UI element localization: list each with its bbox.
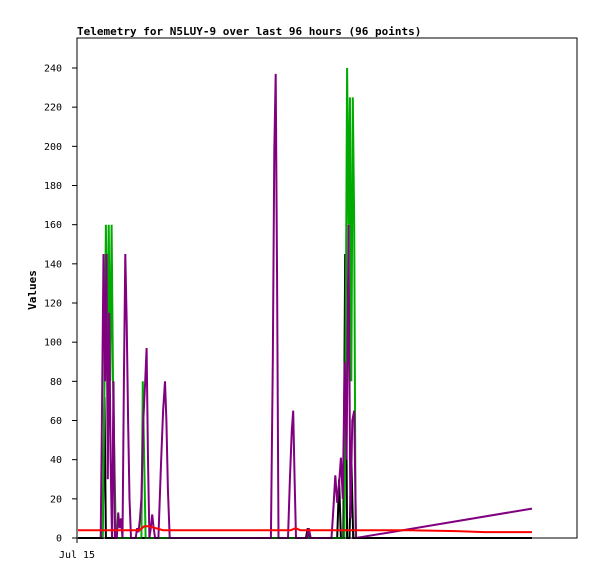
y-tick-label: 160 <box>44 220 62 231</box>
series-line-1 <box>78 253 532 539</box>
series-line-4 <box>78 525 532 534</box>
plot-frame <box>76 37 578 539</box>
y-tick-label: 240 <box>44 64 62 75</box>
y-tick-label: 20 <box>50 494 62 505</box>
y-tick-label: 200 <box>44 142 62 153</box>
y-tick-label: 80 <box>50 377 62 388</box>
y-tick-label: 120 <box>44 299 62 310</box>
y-tick-label: 60 <box>50 416 62 427</box>
chart-title: Telemetry for N5LUY-9 over last 96 hours… <box>77 25 421 38</box>
y-tick-label: 180 <box>44 181 62 192</box>
y-tick-label: 100 <box>44 338 62 349</box>
x-axis-ticks: Jul 15 <box>59 538 95 561</box>
series-line-2 <box>101 67 357 539</box>
y-axis-label: Values <box>26 270 39 310</box>
y-axis-ticks: 0 20 40 60 80 100 120 140 160 180 200 220 240 <box>44 64 77 545</box>
x-tick-label: Jul 15 <box>59 550 95 561</box>
y-tick-label: 40 <box>50 455 62 466</box>
y-tick-label: 140 <box>44 259 62 270</box>
y-tick-label: 0 <box>56 534 62 545</box>
y-tick-label: 220 <box>44 103 62 114</box>
series-line-3 <box>99 73 533 540</box>
series-layer <box>78 67 533 540</box>
